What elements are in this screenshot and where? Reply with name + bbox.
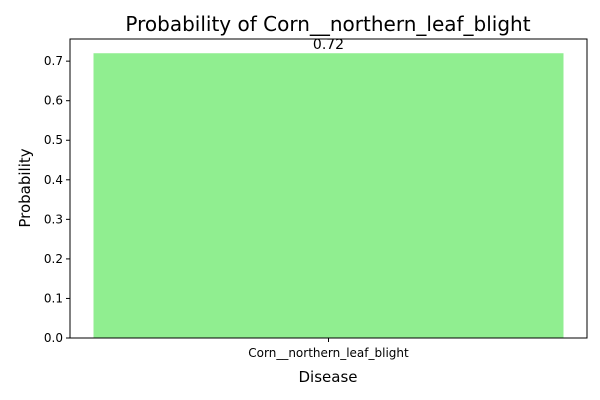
- chart-title: Probability of Corn__northern_leaf_bligh…: [125, 12, 530, 36]
- x-tick-label-0: Corn__northern_leaf_blight: [248, 346, 409, 360]
- y-tick-label-6: 0.6: [44, 94, 63, 108]
- y-tick-label-4: 0.4: [44, 173, 63, 187]
- plot-area: 0.72 Corn__northern_leaf_blight 0.0 0.1 0.2 0…: [44, 37, 564, 360]
- y-tick-label-0: 0.0: [44, 331, 63, 345]
- x-axis-label: Disease: [299, 368, 358, 386]
- y-tick-label-1: 0.1: [44, 291, 63, 305]
- y-axis-label: Probability: [16, 148, 34, 227]
- y-tick-label-5: 0.5: [44, 133, 63, 147]
- axes-frame: [69, 38, 588, 339]
- y-tick-label-3: 0.3: [44, 212, 63, 226]
- y-tick-label-2: 0.2: [44, 252, 63, 266]
- data-label-0: 0.72: [313, 37, 344, 53]
- bar-0: [93, 53, 564, 338]
- y-tick-label-7: 0.7: [44, 54, 63, 68]
